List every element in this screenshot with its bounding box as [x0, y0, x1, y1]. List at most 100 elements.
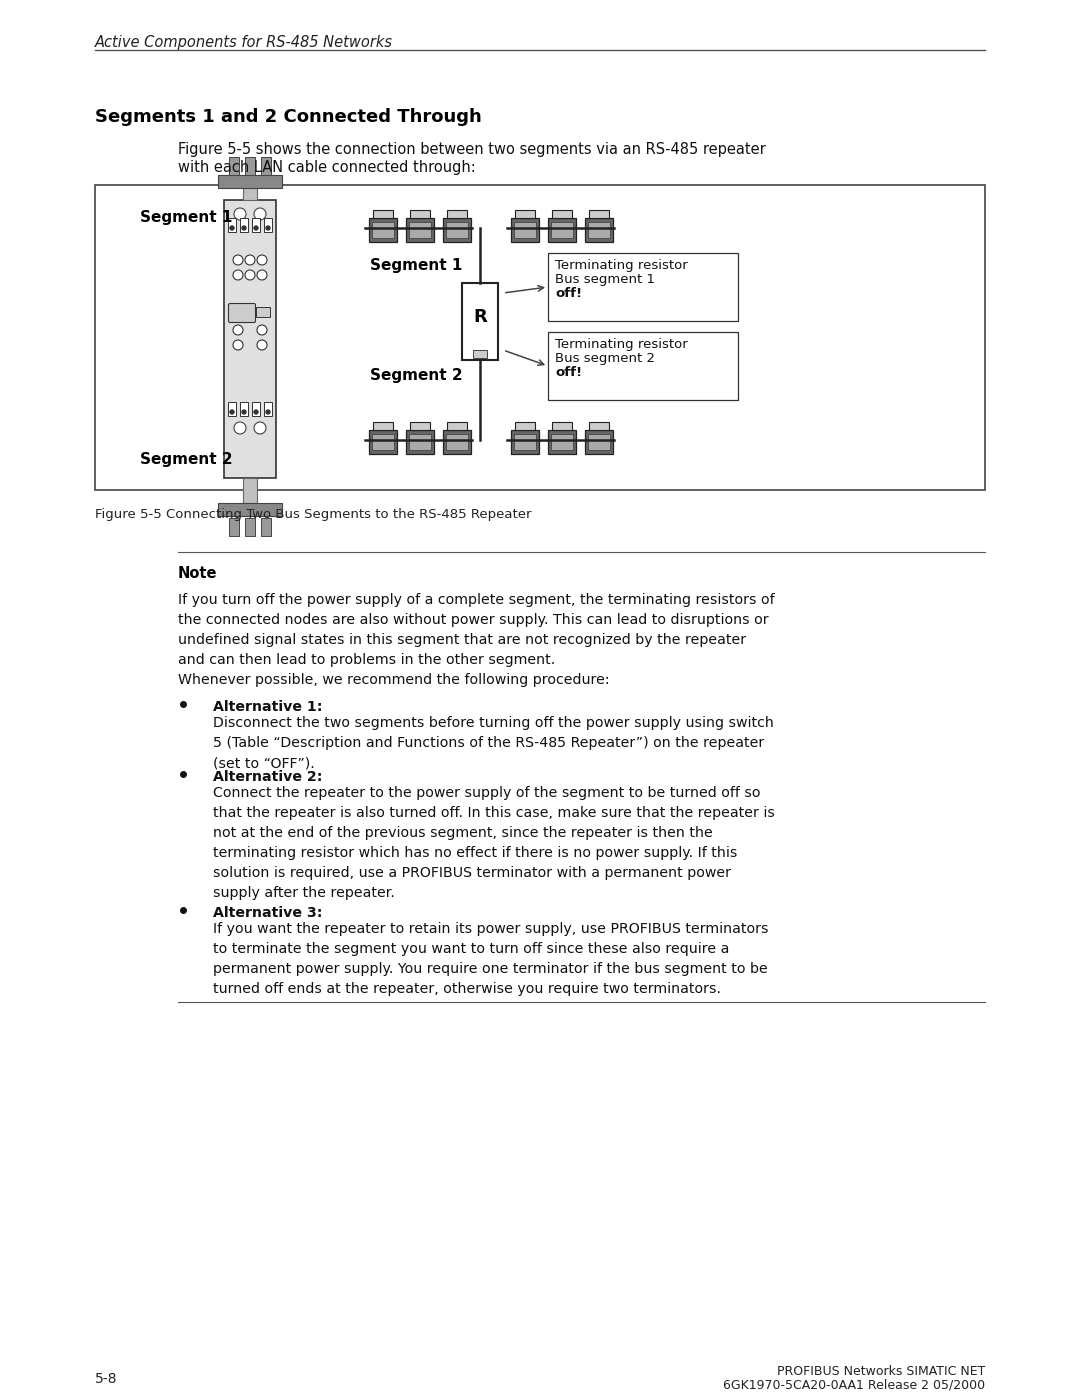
- Text: Disconnect the two segments before turning off the power supply using switch
5 (: Disconnect the two segments before turni…: [213, 717, 774, 770]
- Bar: [95, 184, 985, 490]
- Bar: [406, 218, 434, 242]
- Bar: [446, 222, 468, 237]
- Bar: [372, 222, 394, 237]
- Bar: [369, 430, 397, 454]
- Bar: [243, 175, 257, 200]
- Text: with each LAN cable connected through:: with each LAN cable connected through:: [178, 161, 476, 175]
- Circle shape: [257, 339, 267, 351]
- Text: Segments 1 and 2 Connected Through: Segments 1 and 2 Connected Through: [95, 108, 482, 126]
- Bar: [252, 218, 260, 232]
- Bar: [240, 402, 248, 416]
- Bar: [588, 434, 610, 450]
- Bar: [515, 210, 535, 218]
- Circle shape: [230, 409, 234, 414]
- Bar: [548, 253, 738, 321]
- Bar: [473, 351, 487, 358]
- Text: PROFIBUS Networks SIMATIC NET: PROFIBUS Networks SIMATIC NET: [777, 1365, 985, 1377]
- Bar: [443, 430, 471, 454]
- Text: Segment 2: Segment 2: [140, 453, 232, 467]
- Text: Figure 5-5 shows the connection between two segments via an RS-485 repeater: Figure 5-5 shows the connection between …: [178, 142, 766, 156]
- Bar: [447, 210, 467, 218]
- Text: 5-8: 5-8: [95, 1372, 118, 1386]
- Bar: [229, 518, 239, 536]
- Circle shape: [266, 409, 270, 414]
- Bar: [588, 222, 610, 237]
- Bar: [552, 422, 572, 430]
- Circle shape: [257, 256, 267, 265]
- Bar: [511, 218, 539, 242]
- Bar: [218, 175, 282, 189]
- Bar: [410, 210, 430, 218]
- Bar: [585, 430, 613, 454]
- Bar: [446, 434, 468, 450]
- Bar: [261, 156, 271, 175]
- Bar: [228, 218, 237, 232]
- Circle shape: [254, 208, 266, 219]
- Bar: [369, 218, 397, 242]
- Circle shape: [257, 326, 267, 335]
- Circle shape: [257, 270, 267, 279]
- Bar: [514, 434, 536, 450]
- Bar: [548, 430, 576, 454]
- Circle shape: [233, 339, 243, 351]
- Circle shape: [230, 226, 234, 231]
- Circle shape: [242, 409, 246, 414]
- Bar: [252, 402, 260, 416]
- Text: off!: off!: [555, 366, 582, 379]
- Bar: [552, 210, 572, 218]
- Circle shape: [254, 422, 266, 434]
- Bar: [443, 218, 471, 242]
- Circle shape: [254, 226, 258, 231]
- Circle shape: [245, 256, 255, 265]
- Bar: [372, 434, 394, 450]
- Bar: [548, 332, 738, 400]
- Circle shape: [233, 326, 243, 335]
- Bar: [240, 218, 248, 232]
- Text: R: R: [473, 309, 487, 327]
- Bar: [551, 434, 573, 450]
- Text: Whenever possible, we recommend the following procedure:: Whenever possible, we recommend the foll…: [178, 673, 609, 687]
- Bar: [447, 422, 467, 430]
- Text: If you want the repeater to retain its power supply, use PROFIBUS terminators
to: If you want the repeater to retain its p…: [213, 922, 769, 996]
- Bar: [551, 222, 573, 237]
- Bar: [589, 210, 609, 218]
- Text: Segment 2: Segment 2: [370, 367, 462, 383]
- Circle shape: [233, 270, 243, 279]
- Text: Active Components for RS-485 Networks: Active Components for RS-485 Networks: [95, 35, 393, 50]
- Bar: [229, 156, 239, 175]
- Bar: [373, 210, 393, 218]
- Text: Alternative 3:: Alternative 3:: [213, 907, 323, 921]
- Bar: [264, 402, 272, 416]
- Text: 6GK1970-5CA20-0AA1 Release 2 05/2000: 6GK1970-5CA20-0AA1 Release 2 05/2000: [723, 1379, 985, 1391]
- Circle shape: [254, 409, 258, 414]
- Bar: [264, 218, 272, 232]
- Text: Figure 5-5 Connecting Two Bus Segments to the RS-485 Repeater: Figure 5-5 Connecting Two Bus Segments t…: [95, 509, 531, 521]
- Bar: [585, 218, 613, 242]
- Bar: [515, 422, 535, 430]
- Text: Note: Note: [178, 566, 217, 581]
- FancyBboxPatch shape: [229, 303, 256, 323]
- Bar: [218, 503, 282, 515]
- Bar: [373, 422, 393, 430]
- Bar: [409, 434, 431, 450]
- Text: Segment 1: Segment 1: [140, 210, 232, 225]
- Text: Bus segment 1: Bus segment 1: [555, 272, 654, 286]
- Circle shape: [245, 270, 255, 279]
- Circle shape: [234, 208, 246, 219]
- Bar: [245, 518, 255, 536]
- Circle shape: [234, 422, 246, 434]
- Bar: [514, 222, 536, 237]
- Bar: [511, 430, 539, 454]
- Circle shape: [242, 226, 246, 231]
- Text: Connect the repeater to the power supply of the segment to be turned off so
that: Connect the repeater to the power supply…: [213, 787, 774, 900]
- Bar: [256, 307, 270, 317]
- Text: Alternative 1:: Alternative 1:: [213, 700, 323, 714]
- Circle shape: [233, 256, 243, 265]
- Bar: [406, 430, 434, 454]
- Bar: [462, 284, 498, 360]
- Text: If you turn off the power supply of a complete segment, the terminating resistor: If you turn off the power supply of a co…: [178, 592, 774, 668]
- Bar: [243, 478, 257, 503]
- Text: Segment 1: Segment 1: [370, 258, 462, 272]
- Circle shape: [266, 226, 270, 231]
- Text: Terminating resistor: Terminating resistor: [555, 258, 688, 272]
